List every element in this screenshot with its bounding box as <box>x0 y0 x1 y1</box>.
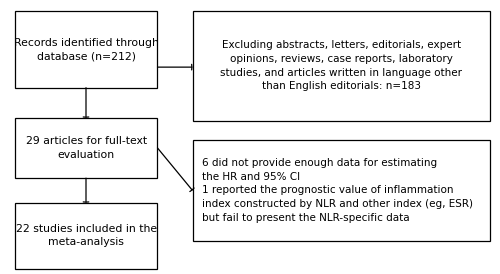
FancyBboxPatch shape <box>15 11 158 88</box>
Text: 29 articles for full-text
evaluation: 29 articles for full-text evaluation <box>26 136 147 160</box>
FancyBboxPatch shape <box>15 118 158 178</box>
Text: 22 studies included in the
meta-analysis: 22 studies included in the meta-analysis <box>16 224 157 247</box>
Text: 6 did not provide enough data for estimating
the HR and 95% CI
1 reported the pr: 6 did not provide enough data for estima… <box>202 158 473 223</box>
FancyBboxPatch shape <box>192 140 490 241</box>
Text: Excluding abstracts, letters, editorials, expert
opinions, reviews, case reports: Excluding abstracts, letters, editorials… <box>220 40 462 91</box>
FancyBboxPatch shape <box>15 203 158 269</box>
Text: Records identified through
database (n=212): Records identified through database (n=2… <box>14 38 158 61</box>
FancyBboxPatch shape <box>192 11 490 121</box>
